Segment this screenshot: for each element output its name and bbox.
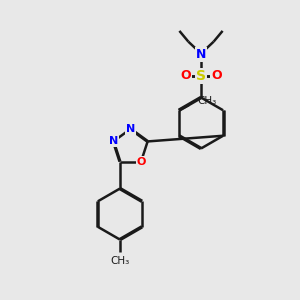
Text: N: N bbox=[109, 136, 118, 146]
Text: O: O bbox=[211, 69, 222, 82]
Text: O: O bbox=[136, 157, 146, 166]
Text: N: N bbox=[126, 124, 135, 134]
Text: S: S bbox=[196, 69, 206, 83]
Text: N: N bbox=[196, 48, 206, 61]
Text: CH₃: CH₃ bbox=[197, 96, 217, 106]
Text: CH₃: CH₃ bbox=[110, 256, 130, 266]
Text: O: O bbox=[180, 69, 191, 82]
